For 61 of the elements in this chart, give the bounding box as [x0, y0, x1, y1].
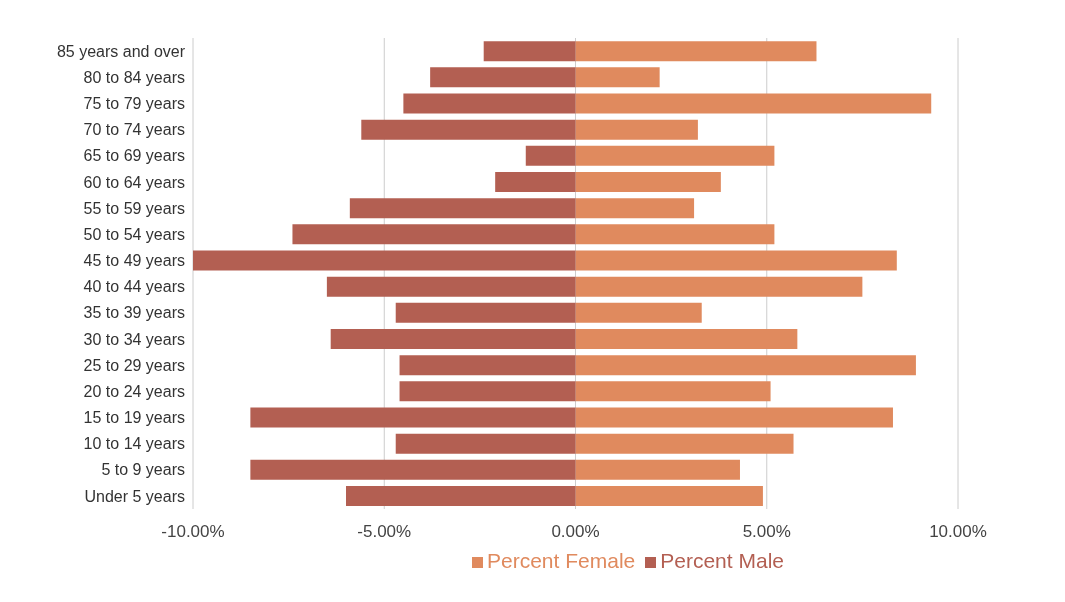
- legend-label: Percent Male: [660, 549, 784, 572]
- bar: [395, 302, 576, 323]
- y-tick-label: Under 5 years: [84, 487, 185, 505]
- bar: [399, 381, 576, 402]
- bar: [575, 355, 916, 376]
- y-tick-label: 60 to 64 years: [83, 173, 185, 191]
- y-tick-label: 80 to 84 years: [83, 68, 185, 86]
- x-tick-label: -5.00%: [357, 522, 412, 542]
- bar: [575, 198, 695, 219]
- bar: [292, 224, 576, 245]
- y-tick-label: 55 to 59 years: [83, 199, 185, 217]
- y-tick-label: 5 to 9 years: [101, 461, 185, 479]
- bar: [330, 328, 576, 349]
- bar: [575, 485, 763, 506]
- bar: [349, 198, 576, 219]
- x-tick-label: 0.00%: [551, 522, 600, 542]
- y-tick-label: 10 to 14 years: [83, 435, 185, 453]
- y-tick-label: 65 to 69 years: [83, 147, 185, 165]
- bar: [575, 407, 893, 428]
- y-tick-label: 25 to 29 years: [83, 356, 185, 374]
- bar: [495, 171, 576, 192]
- bar: [326, 276, 576, 297]
- y-tick-label: 15 to 19 years: [83, 409, 185, 427]
- bar: [575, 381, 771, 402]
- bar: [193, 250, 576, 271]
- x-tick-label: 5.00%: [742, 522, 791, 542]
- x-tick-label: 10.00%: [929, 522, 987, 542]
- bar: [525, 145, 576, 166]
- bar: [430, 67, 576, 88]
- y-tick-label: 75 to 79 years: [83, 95, 185, 113]
- bar: [575, 171, 721, 192]
- y-tick-label: 70 to 74 years: [83, 121, 185, 139]
- y-tick-label: 35 to 39 years: [83, 304, 185, 322]
- bar: [575, 67, 660, 88]
- y-tick-label: 85 years and over: [56, 42, 186, 60]
- bar: [575, 328, 798, 349]
- y-tick-label: 45 to 49 years: [83, 252, 185, 270]
- bar: [575, 145, 775, 166]
- bar: [395, 433, 576, 454]
- bar: [575, 119, 698, 140]
- bar: [250, 407, 576, 428]
- y-tick-label: 50 to 54 years: [83, 225, 185, 243]
- bar: [575, 433, 794, 454]
- bar: [575, 302, 702, 323]
- bar: [346, 485, 576, 506]
- bar: [250, 459, 576, 480]
- bar: [403, 93, 576, 114]
- y-tick-label: 40 to 44 years: [83, 278, 185, 296]
- x-tick-label: -10.00%: [161, 522, 225, 542]
- bar: [575, 93, 932, 114]
- bar: [575, 224, 775, 245]
- bar: [575, 41, 817, 62]
- bar: [575, 250, 897, 271]
- y-tick-label: 20 to 24 years: [83, 382, 185, 400]
- bar: [575, 459, 740, 480]
- bar: [483, 41, 576, 62]
- y-tick-label: 30 to 34 years: [83, 330, 185, 348]
- bar: [361, 119, 576, 140]
- bar: [575, 276, 863, 297]
- legend-label: Percent Female: [487, 549, 636, 572]
- bar: [399, 355, 576, 376]
